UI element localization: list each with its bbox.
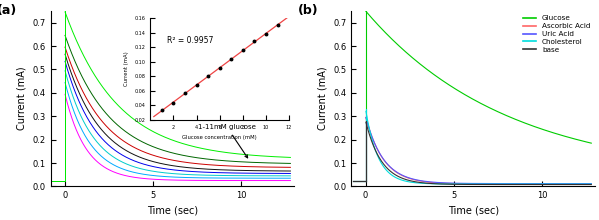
Cholesterol: [464, 183, 471, 185]
base: [402, 178, 409, 181]
Ascorbic Acid: [513, 183, 520, 185]
Line: Glucose: Glucose: [366, 11, 591, 143]
Line: Uric Acid: Uric Acid: [366, 117, 591, 184]
X-axis label: Time (sec): Time (sec): [447, 206, 499, 216]
Text: (a): (a): [0, 4, 17, 17]
Cholesterol: [588, 183, 595, 185]
Uric Acid: [513, 182, 520, 185]
base: [532, 183, 539, 186]
Cholesterol: [513, 183, 520, 185]
Glucose: [495, 111, 503, 114]
Uric Acid: [464, 182, 471, 185]
Legend: Glucose, Ascorbic Acid, Uric Acid, Cholesterol, base: Glucose, Ascorbic Acid, Uric Acid, Chole…: [521, 12, 594, 56]
Y-axis label: Current (mA): Current (mA): [318, 67, 328, 130]
Glucose: [362, 10, 370, 13]
Cholesterol: [362, 110, 370, 113]
Cholesterol: [402, 180, 409, 183]
Ascorbic Acid: [532, 183, 539, 185]
Ascorbic Acid: [495, 183, 503, 185]
Ascorbic Acid: [464, 183, 471, 185]
base: [588, 183, 595, 186]
Line: Ascorbic Acid: Ascorbic Acid: [366, 117, 591, 184]
Cholesterol: [495, 183, 503, 185]
base: [464, 183, 471, 186]
Cholesterol: [420, 182, 428, 185]
Ascorbic Acid: [588, 183, 595, 185]
Cholesterol: [532, 183, 539, 185]
Uric Acid: [362, 116, 370, 119]
Uric Acid: [588, 182, 595, 185]
Glucose: [464, 95, 471, 98]
Line: Cholesterol: Cholesterol: [366, 111, 591, 184]
Glucose: [513, 118, 520, 121]
Line: base: base: [366, 122, 591, 185]
Uric Acid: [420, 180, 428, 182]
Uric Acid: [402, 175, 409, 178]
base: [513, 183, 520, 186]
Ascorbic Acid: [420, 180, 428, 183]
Ascorbic Acid: [362, 116, 370, 119]
base: [495, 183, 503, 186]
Glucose: [588, 142, 595, 145]
Uric Acid: [532, 182, 539, 185]
Ascorbic Acid: [402, 176, 409, 178]
Glucose: [420, 66, 428, 68]
base: [362, 121, 370, 124]
Glucose: [532, 126, 539, 128]
X-axis label: Time (sec): Time (sec): [147, 206, 198, 216]
Uric Acid: [495, 182, 503, 185]
Glucose: [402, 51, 409, 53]
base: [420, 182, 428, 184]
Y-axis label: Current (mA): Current (mA): [17, 67, 27, 130]
Text: 1-11mM glucose: 1-11mM glucose: [198, 124, 256, 158]
Text: (b): (b): [298, 4, 319, 17]
